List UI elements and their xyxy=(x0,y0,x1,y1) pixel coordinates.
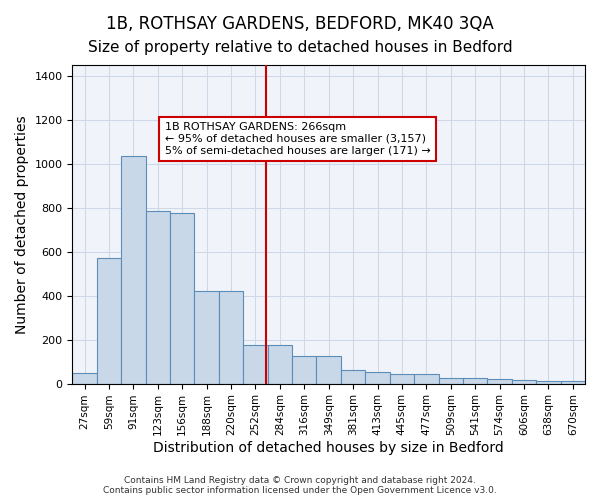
Bar xyxy=(560,382,585,384)
Bar xyxy=(97,258,121,384)
Bar xyxy=(390,374,414,384)
Bar xyxy=(170,214,194,384)
Text: Contains HM Land Registry data © Crown copyright and database right 2024.
Contai: Contains HM Land Registry data © Crown c… xyxy=(103,476,497,495)
Bar xyxy=(73,372,97,384)
Text: Size of property relative to detached houses in Bedford: Size of property relative to detached ho… xyxy=(88,40,512,55)
Bar xyxy=(292,356,316,384)
Text: 1B ROTHSAY GARDENS: 266sqm
← 95% of detached houses are smaller (3,157)
5% of se: 1B ROTHSAY GARDENS: 266sqm ← 95% of deta… xyxy=(164,122,430,156)
Bar xyxy=(243,345,268,384)
Bar xyxy=(121,156,146,384)
Bar xyxy=(512,380,536,384)
Bar xyxy=(219,292,243,384)
Text: 1B, ROTHSAY GARDENS, BEDFORD, MK40 3QA: 1B, ROTHSAY GARDENS, BEDFORD, MK40 3QA xyxy=(106,15,494,33)
Bar xyxy=(463,378,487,384)
Bar xyxy=(439,378,463,384)
Bar xyxy=(487,379,512,384)
Bar xyxy=(194,292,219,384)
Bar xyxy=(536,382,560,384)
X-axis label: Distribution of detached houses by size in Bedford: Distribution of detached houses by size … xyxy=(154,441,504,455)
Bar xyxy=(268,345,292,384)
Bar xyxy=(316,356,341,384)
Bar xyxy=(146,211,170,384)
Y-axis label: Number of detached properties: Number of detached properties xyxy=(15,115,29,334)
Bar xyxy=(414,374,439,384)
Bar xyxy=(341,370,365,384)
Bar xyxy=(365,372,390,384)
